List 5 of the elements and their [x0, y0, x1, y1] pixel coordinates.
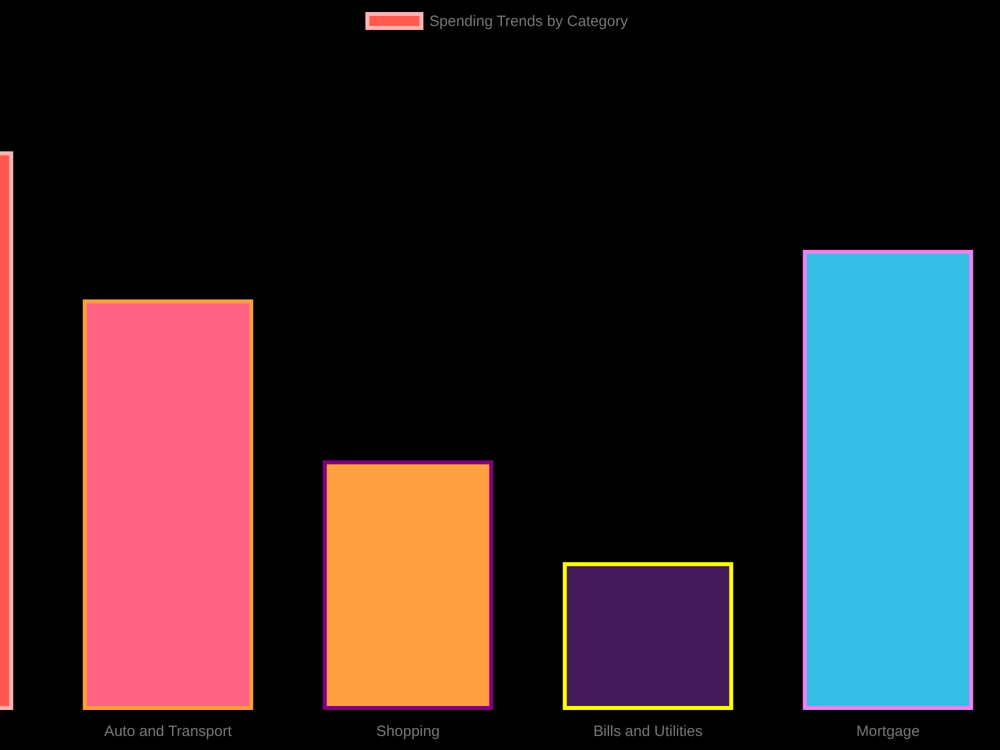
x-tick-label: Shopping	[376, 723, 440, 740]
legend-label: Spending Trends by Category	[429, 13, 628, 30]
x-tick-label: Auto and Transport	[104, 723, 233, 740]
x-tick-label: Mortgage	[856, 723, 920, 740]
x-tick-label: Bills and Utilities	[593, 723, 703, 740]
